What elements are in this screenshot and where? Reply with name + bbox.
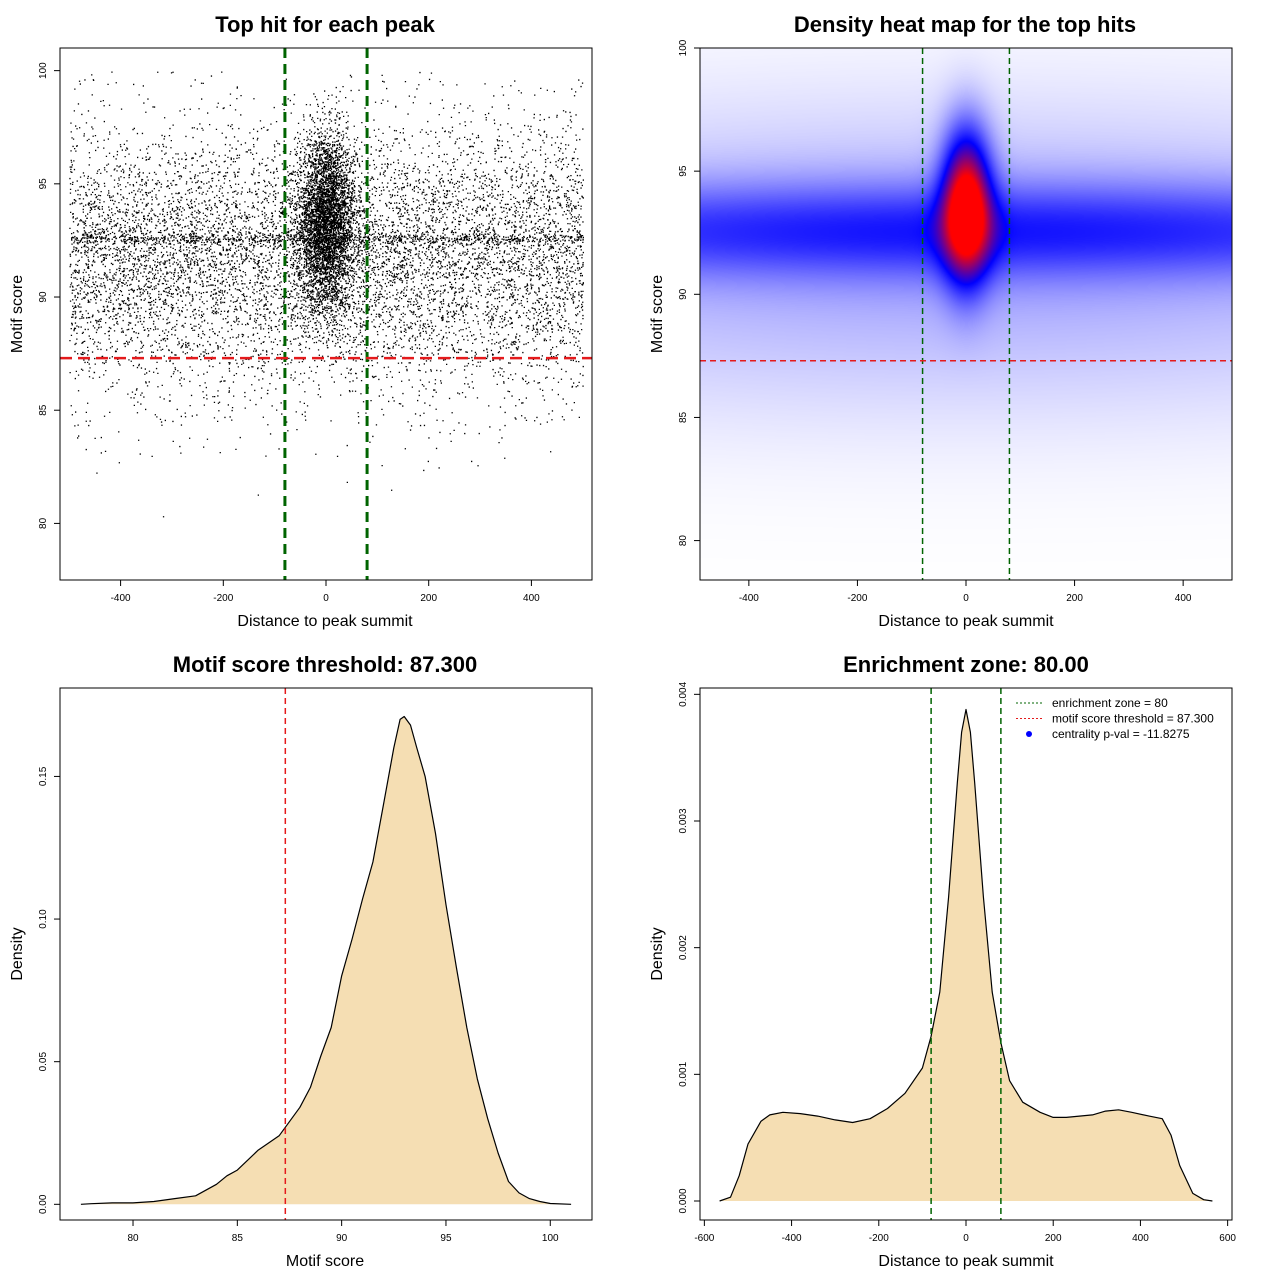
enrichment-legend: enrichment zone = 80 motif score threshol… (1016, 696, 1214, 741)
enrichment-xlabel: Distance to peak summit (878, 1253, 1054, 1270)
heatmap-xlabel: Distance to peak summit (878, 613, 1054, 630)
enrichment-chart: Enrichment zone: 80.00 Distance to peak … (649, 652, 1236, 1270)
y-tick-label: 80 (38, 517, 49, 529)
y-tick-label: 95 (38, 178, 49, 190)
y-tick-label: 90 (38, 291, 49, 303)
x-tick-label: -600 (694, 1233, 714, 1244)
x-tick-label: 0 (963, 1233, 969, 1244)
y-tick-label: 0.004 (678, 681, 689, 706)
y-tick-label: 0.05 (38, 1052, 49, 1072)
x-tick-label: 400 (1132, 1233, 1149, 1244)
scatter-points (69, 71, 585, 518)
plot-frame (699, 47, 1233, 581)
x-tick-label: -200 (213, 593, 233, 604)
y-tick-label: 0.10 (38, 909, 49, 929)
score-density-fill (80, 716, 572, 1205)
density-heatmap (700, 48, 1232, 580)
x-tick-label: -400 (111, 593, 131, 604)
score-density-chart: Motif score threshold: 87.300 Motif scor… (9, 652, 593, 1270)
y-tick-label: 0.003 (678, 808, 689, 833)
x-tick-label: 80 (127, 1233, 139, 1244)
score-density-curve (80, 715, 572, 1205)
scatter-ylabel: Motif score (9, 275, 26, 353)
x-tick-label: 600 (1219, 1233, 1236, 1244)
x-tick-label: 85 (232, 1233, 244, 1244)
score-density-panel: Motif score threshold: 87.300 Motif scor… (0, 640, 640, 1280)
heatmap-title: Density heat map for the top hits (794, 12, 1136, 37)
y-tick-label: 90 (678, 288, 689, 300)
y-tick-label: 85 (678, 411, 689, 423)
y-tick-label: 0.001 (678, 1061, 689, 1086)
x-tick-label: 400 (1175, 593, 1192, 604)
legend-label: motif score threshold = 87.300 (1052, 712, 1214, 726)
scatter-xlabel: Distance to peak summit (237, 613, 413, 630)
enrichment-ylabel: Density (649, 927, 666, 980)
distance-density-fill (719, 709, 1213, 1201)
plot-frame (59, 47, 593, 581)
scatter-panel: Top hit for each peak Distance to peak s… (0, 0, 640, 640)
heatmap-panel: Density heat map for the top hits Distan… (640, 0, 1280, 640)
x-tick-label: 90 (336, 1233, 348, 1244)
y-tick-label: 95 (678, 165, 689, 177)
scatter-title: Top hit for each peak (215, 12, 435, 37)
x-tick-label: 400 (523, 593, 540, 604)
y-tick-label: 0.15 (38, 766, 49, 786)
enrichment-panel: Enrichment zone: 80.00 Distance to peak … (640, 640, 1280, 1280)
y-tick-label: 0.00 (38, 1194, 49, 1214)
x-tick-label: -400 (782, 1233, 802, 1244)
x-tick-label: 200 (1066, 593, 1083, 604)
y-tick-label: 100 (38, 62, 49, 79)
x-tick-label: 95 (440, 1233, 452, 1244)
x-tick-label: 100 (542, 1233, 559, 1244)
enrichment-title: Enrichment zone: 80.00 (843, 652, 1089, 677)
distance-density-curve (719, 708, 1213, 1202)
x-tick-label: 0 (963, 593, 969, 604)
y-tick-label: 85 (38, 404, 49, 416)
score-density-title: Motif score threshold: 87.300 (173, 652, 477, 677)
x-tick-label: 0 (323, 593, 329, 604)
plot-frame (59, 687, 593, 1221)
x-tick-label: -200 (869, 1233, 889, 1244)
score-density-xlabel: Motif score (286, 1253, 364, 1270)
density-heatmap-canvas (700, 48, 1232, 580)
x-tick-label: -200 (847, 593, 867, 604)
y-tick-label: 100 (678, 39, 689, 56)
heatmap-ylabel: Motif score (649, 275, 666, 353)
plot-frame (699, 687, 1233, 1221)
y-tick-label: 0.002 (678, 935, 689, 960)
score-density-ylabel: Density (9, 927, 26, 980)
scatter-chart: Top hit for each peak Distance to peak s… (9, 12, 593, 630)
x-tick-label: 200 (1045, 1233, 1062, 1244)
x-tick-label: 200 (420, 593, 437, 604)
legend-point-marker (1026, 731, 1032, 737)
x-tick-label: -400 (739, 593, 759, 604)
heatmap-chart: Density heat map for the top hits Distan… (649, 12, 1233, 630)
legend-label: centrality p-val = -11.8275 (1052, 727, 1190, 741)
y-tick-label: 0.000 (678, 1188, 689, 1213)
legend-label: enrichment zone = 80 (1052, 696, 1168, 710)
y-tick-label: 80 (678, 535, 689, 547)
